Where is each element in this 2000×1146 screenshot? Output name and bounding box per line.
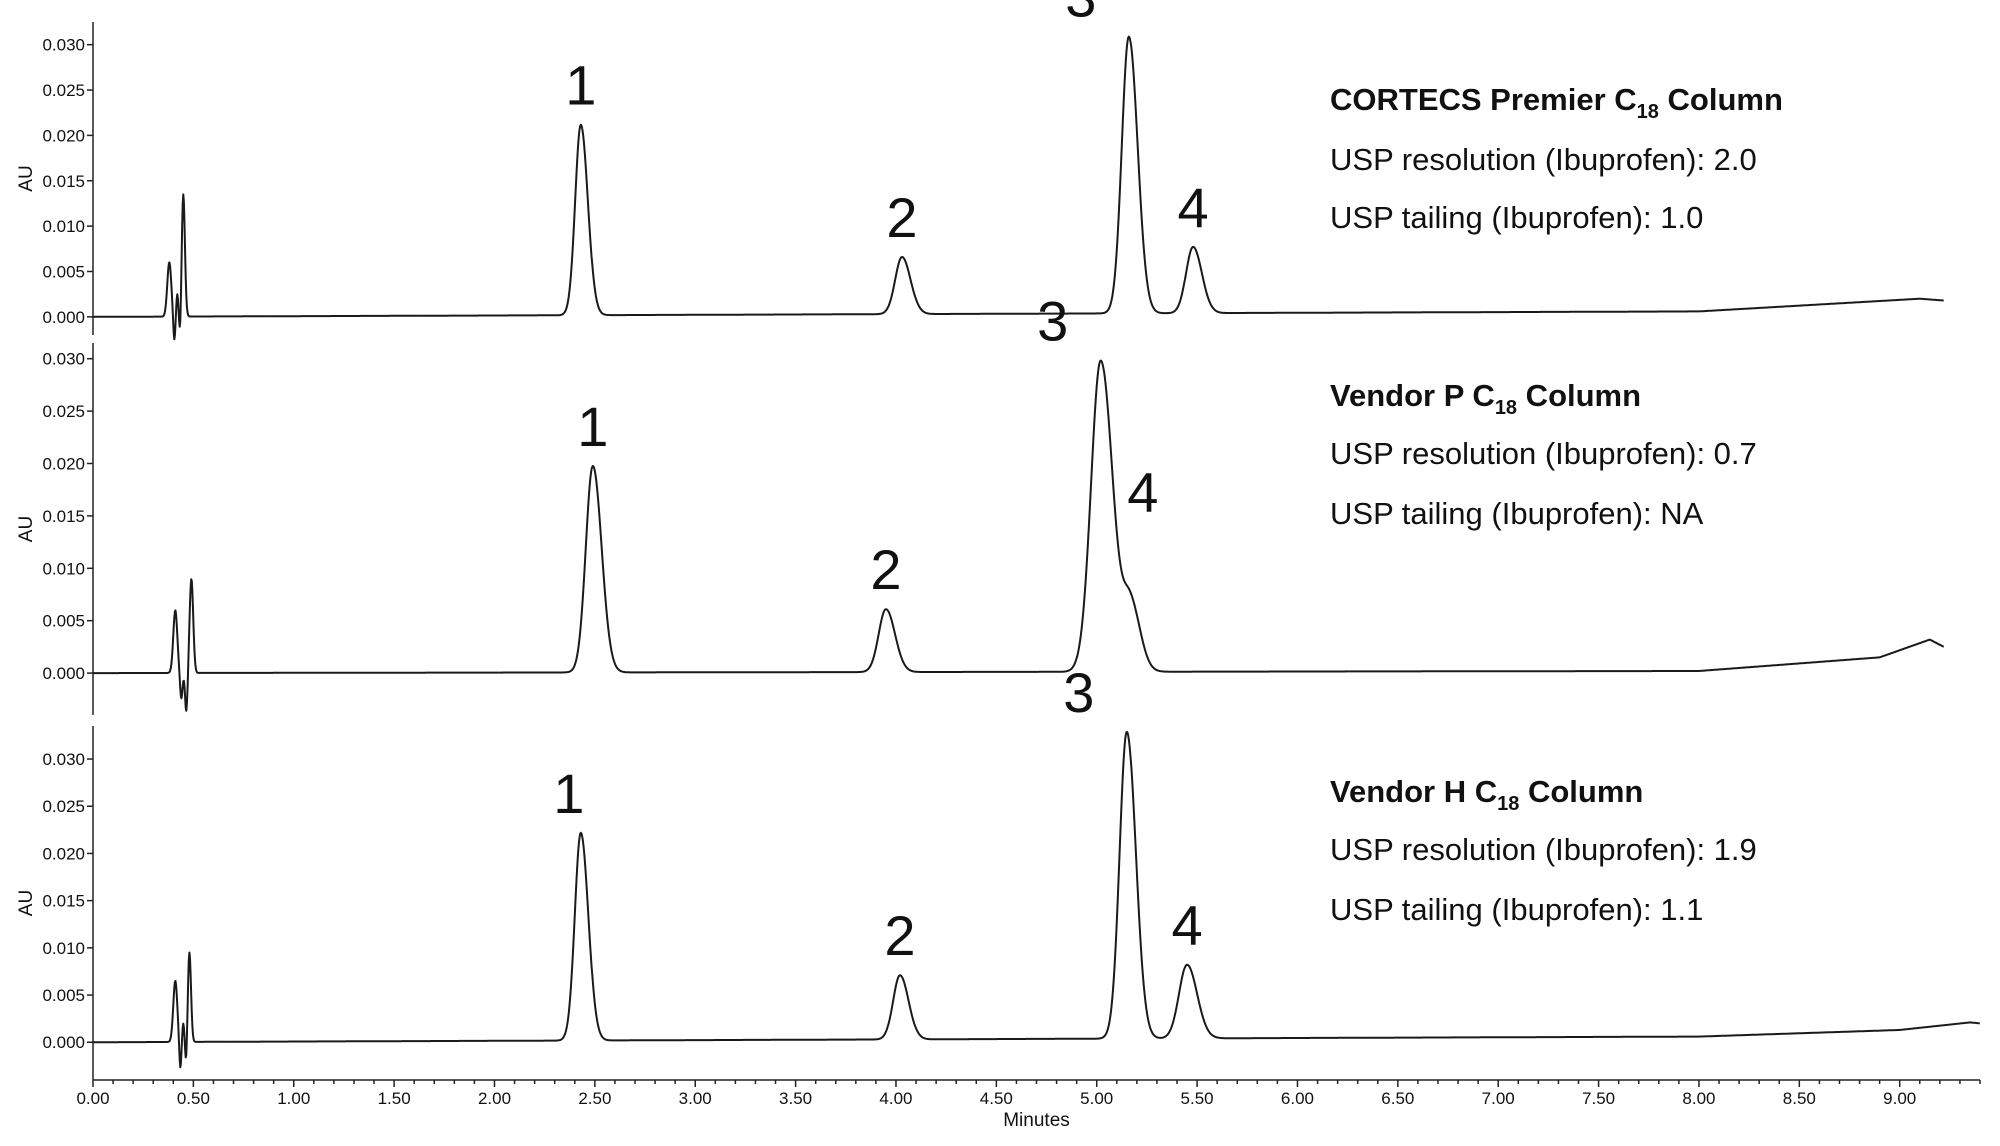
y-tick-label: 0.020 — [42, 455, 85, 474]
y-tick-label: 0.025 — [42, 797, 85, 816]
y-tick-label: 0.015 — [42, 892, 85, 911]
y-tick-label: 0.025 — [42, 402, 85, 421]
x-tick-label: 3.50 — [779, 1089, 812, 1108]
x-tick-label: 3.00 — [679, 1089, 712, 1108]
x-tick-label: 6.00 — [1281, 1089, 1314, 1108]
y-tick-label: 0.010 — [42, 217, 85, 236]
x-tick-label: 8.50 — [1783, 1089, 1816, 1108]
y-tick-label: 0.015 — [42, 507, 85, 526]
column-title: Vendor H C18 Column — [1330, 774, 1643, 815]
x-tick-label: 7.00 — [1482, 1089, 1515, 1108]
y-axis-title: AU — [16, 165, 37, 191]
y-tick-label: 0.010 — [42, 939, 85, 958]
usp-resolution-text: USP resolution (Ibuprofen): 0.7 — [1330, 436, 1757, 471]
x-tick-label: 2.00 — [478, 1089, 511, 1108]
x-tick-label: 7.50 — [1582, 1089, 1615, 1108]
y-tick-label: 0.015 — [42, 172, 85, 191]
peak-label-1: 1 — [565, 54, 596, 117]
x-tick-label: 2.50 — [578, 1089, 611, 1108]
y-tick-label: 0.025 — [42, 81, 85, 100]
x-tick-label: 0.00 — [76, 1089, 109, 1108]
peak-label-3: 3 — [1065, 0, 1096, 29]
y-tick-label: 0.010 — [42, 559, 85, 578]
peak-label-2: 2 — [886, 186, 917, 249]
y-tick-label: 0.030 — [42, 350, 85, 369]
usp-resolution-text: USP resolution (Ibuprofen): 2.0 — [1330, 142, 1757, 177]
usp-tailing-text: USP tailing (Ibuprofen): 1.1 — [1330, 892, 1703, 927]
y-tick-label: 0.005 — [42, 612, 85, 631]
x-axis-title: Minutes — [1003, 1110, 1070, 1131]
y-tick-label: 0.000 — [42, 1033, 85, 1052]
x-tick-label: 1.50 — [378, 1089, 411, 1108]
y-tick-label: 0.030 — [42, 36, 85, 55]
y-tick-label: 0.030 — [42, 750, 85, 769]
x-tick-label: 6.50 — [1381, 1089, 1414, 1108]
x-tick-label: 5.00 — [1080, 1089, 1113, 1108]
y-axis-title: AU — [16, 890, 37, 916]
chromatogram-trace-panel-1 — [92, 35, 1945, 341]
peak-label-3: 3 — [1063, 661, 1094, 724]
y-axis-title: AU — [16, 516, 37, 542]
x-tick-label: 0.50 — [177, 1089, 210, 1108]
peak-label-2: 2 — [884, 904, 915, 967]
peak-label-4: 4 — [1171, 894, 1202, 957]
y-tick-label: 0.020 — [42, 126, 85, 145]
x-tick-label: 4.50 — [980, 1089, 1013, 1108]
peak-label-1: 1 — [553, 762, 584, 825]
x-tick-label: 4.00 — [879, 1089, 912, 1108]
y-tick-label: 0.005 — [42, 986, 85, 1005]
peak-label-3: 3 — [1037, 290, 1068, 353]
column-title: Vendor P C18 Column — [1330, 378, 1641, 419]
x-tick-label: 8.00 — [1682, 1089, 1715, 1108]
usp-tailing-text: USP tailing (Ibuprofen): NA — [1330, 496, 1704, 531]
y-tick-label: 0.000 — [42, 308, 85, 327]
chromatogram-trace-panel-2 — [92, 359, 1945, 712]
chromatogram-trace-panel-3 — [92, 730, 1981, 1069]
x-tick-label: 5.50 — [1181, 1089, 1214, 1108]
y-tick-label: 0.005 — [42, 262, 85, 281]
y-tick-label: 0.000 — [42, 664, 85, 683]
y-tick-label: 0.020 — [42, 844, 85, 863]
usp-tailing-text: USP tailing (Ibuprofen): 1.0 — [1330, 200, 1703, 235]
x-tick-label: 1.00 — [277, 1089, 310, 1108]
peak-label-4: 4 — [1127, 461, 1158, 524]
peak-label-4: 4 — [1178, 176, 1209, 239]
usp-resolution-text: USP resolution (Ibuprofen): 1.9 — [1330, 832, 1757, 867]
peak-label-2: 2 — [870, 538, 901, 601]
peak-label-1: 1 — [577, 395, 608, 458]
column-title: CORTECS Premier C18 Column — [1330, 82, 1783, 123]
x-tick-label: 9.00 — [1883, 1089, 1916, 1108]
